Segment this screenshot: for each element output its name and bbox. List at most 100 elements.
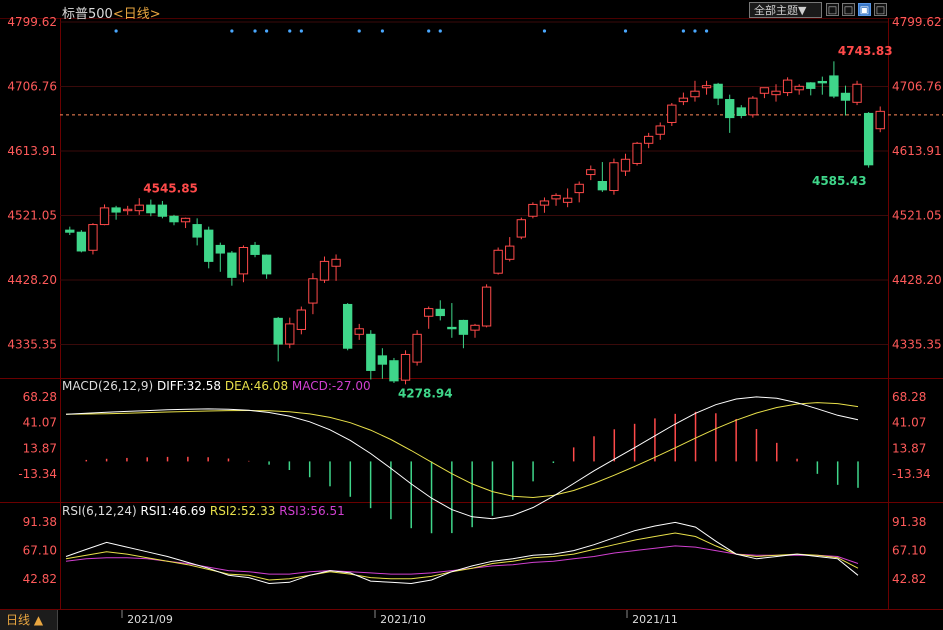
candle-body: [736, 107, 746, 117]
theme-dropdown[interactable]: 全部主题▼: [749, 2, 822, 18]
candle-body: [493, 249, 503, 274]
candle-body: [817, 80, 827, 84]
candle-body: [458, 319, 469, 335]
price-label-right: 4335.35: [892, 337, 942, 351]
candle-body: [342, 303, 353, 349]
macd-label-left: -13.34: [18, 467, 57, 481]
toolbar-button-4[interactable]: □: [874, 3, 887, 16]
candle-body: [134, 204, 144, 212]
candle-body: [863, 112, 874, 166]
candle-body: [470, 324, 480, 331]
candle-body: [447, 326, 457, 330]
candle-body: [238, 246, 249, 275]
price-label-left: 4799.62: [7, 15, 57, 29]
rsi1-value: RSI1:46.69: [140, 504, 207, 518]
signal-dot: [427, 29, 431, 33]
candle-body: [528, 203, 538, 217]
period-tab[interactable]: 日线 ▲: [0, 610, 58, 630]
macd-label-right: 41.07: [892, 416, 926, 430]
candle-body: [215, 244, 225, 254]
price-annotation: 4743.83: [838, 44, 893, 58]
candle-body: [551, 194, 561, 200]
signal-dot: [623, 29, 628, 33]
period-selector[interactable]: <日线>: [112, 7, 161, 22]
signal-dot: [253, 29, 257, 33]
candle-body: [400, 353, 411, 381]
toolbar-button-3[interactable]: ▣: [858, 3, 871, 16]
candle-body: [655, 125, 665, 135]
candle-body: [435, 308, 445, 317]
candle-body: [424, 308, 434, 317]
rsi3-value: RSI3:56.51: [279, 504, 345, 518]
candle-body: [701, 85, 712, 89]
rsi1-line: [65, 521, 859, 585]
signal-dot: [114, 29, 118, 33]
signal-dot: [357, 29, 361, 33]
candle-body: [192, 224, 202, 238]
signal-dot: [693, 29, 697, 33]
candle-body: [412, 333, 422, 363]
price-label-left: 4428.20: [7, 273, 57, 287]
rsi-legend: RSI(6,12,24) RSI1:46.69 RSI2:52.33 RSI3:…: [62, 504, 345, 518]
x-axis-label: 2021/09: [127, 613, 173, 626]
candle-body: [840, 92, 851, 101]
signal-dot: [299, 29, 303, 33]
price-label-left: 4706.76: [7, 80, 57, 94]
price-annotation: 4585.43: [812, 174, 867, 188]
candle-body: [852, 83, 862, 103]
rsi2-value: RSI2:52.33: [209, 504, 276, 518]
candle-body: [250, 244, 260, 255]
candle-body: [204, 229, 214, 262]
signal-dot: [681, 29, 685, 33]
candle-body: [366, 333, 376, 371]
candle-body: [389, 360, 399, 382]
price-label-right: 4521.05: [892, 209, 942, 223]
candle-body: [794, 85, 804, 91]
candle-body: [261, 254, 272, 275]
signal-dot: [542, 29, 547, 33]
macd-label-right: -13.34: [892, 467, 931, 481]
candle-body: [690, 90, 700, 98]
candle-body: [65, 229, 75, 233]
rsi-label-right: 67.10: [892, 544, 926, 558]
toolbar-button-1[interactable]: □: [826, 3, 839, 16]
candle-body: [76, 231, 87, 252]
candle-body: [99, 207, 110, 226]
signal-dot: [265, 29, 269, 33]
candle-body: [331, 258, 341, 267]
signal-dot: [230, 29, 234, 33]
macd-diff-value: DIFF:32.58: [156, 379, 222, 393]
price-label-right: 4428.20: [892, 273, 942, 287]
candle-body: [377, 355, 388, 365]
rsi-label-left: 91.38: [23, 515, 57, 529]
macd-label-right: 13.87: [892, 441, 926, 455]
candle-body: [574, 183, 584, 194]
x-axis-label: 2021/10: [380, 613, 426, 626]
candle-body: [632, 142, 642, 164]
toolbar-button-2[interactable]: □: [842, 3, 855, 16]
price-label-left: 4521.05: [7, 209, 57, 223]
candle-body: [597, 181, 608, 191]
signal-dot: [438, 29, 442, 33]
signal-dot: [704, 29, 709, 33]
rsi-label-left: 42.82: [23, 572, 57, 586]
candle-body: [725, 99, 735, 119]
macd-label-left: 13.87: [23, 441, 57, 455]
price-label-left: 4335.35: [7, 337, 57, 351]
signal-dot: [288, 29, 292, 33]
rsi-title: RSI(6,12,24): [62, 504, 137, 518]
macd-dea-value: DEA:46.08: [224, 379, 289, 393]
price-annotation: 4278.94: [398, 387, 453, 401]
candle-body: [285, 323, 295, 345]
candle-body: [782, 79, 793, 94]
candle-body: [609, 162, 619, 192]
rsi-label-left: 67.10: [23, 544, 57, 558]
candle-body: [643, 135, 654, 144]
candle-body: [586, 169, 596, 176]
candle-body: [806, 82, 816, 89]
candle-body: [319, 260, 330, 281]
price-annotation: 4545.85: [143, 181, 198, 195]
candle-body: [123, 208, 133, 212]
macd-legend: MACD(26,12,9) DIFF:32.58 DEA:46.08 MACD:…: [62, 379, 371, 393]
